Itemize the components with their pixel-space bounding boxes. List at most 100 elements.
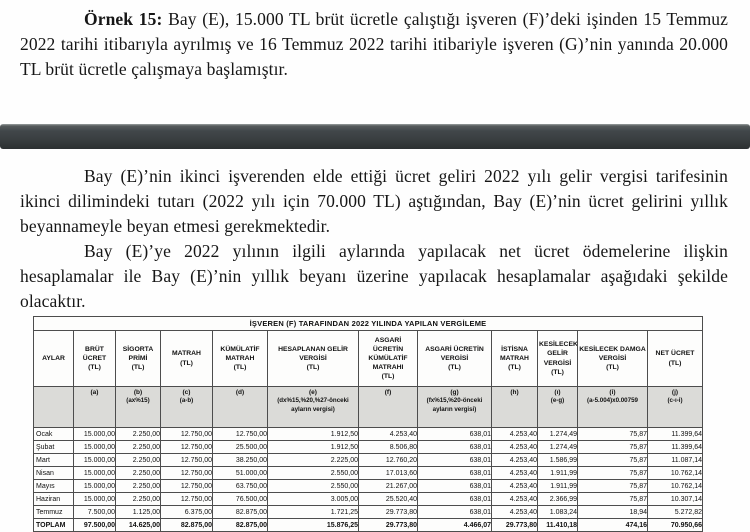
table-wrapper: İŞVEREN (F) TARAFINDAN 2022 YILINDA YAPI…	[33, 316, 703, 532]
table-row-mart: Mart 15.000,00 2.250,00 12.750,00 38.250,00 2…	[33, 453, 703, 467]
column-header-9: KESİLECEK GELİR VERGİSİ (TL)	[537, 330, 578, 387]
value-cell: 1.721,25	[267, 505, 359, 519]
value-cell: 15.000,00	[73, 440, 116, 454]
column-header-8: İSTİSNA MATRAH (TL)	[491, 330, 538, 387]
month-cell: Şubat	[33, 440, 74, 454]
month-cell: TOPLAM	[33, 518, 74, 532]
value-cell: 4.253,40	[491, 466, 538, 480]
value-cell: 12.750,00	[160, 440, 213, 454]
section-divider-bar	[0, 124, 750, 149]
value-cell: 11.399,64	[647, 427, 703, 441]
table-row-şubat: Şubat 15.000,00 2.250,00 12.750,00 25.500,00…	[33, 440, 703, 454]
column-letter: (i)	[609, 389, 616, 396]
value-cell: 75,87	[577, 453, 648, 467]
value-cell: 2.366,99	[537, 492, 578, 506]
column-header-10: KESİLECEK DAMGA VERGİSİ (TL)	[577, 330, 648, 387]
table-title: İŞVEREN (F) TARAFINDAN 2022 YILINDA YAPI…	[33, 316, 703, 331]
value-cell: 18,94	[577, 505, 648, 519]
value-cell: 76.500,00	[212, 492, 268, 506]
column-subheader-8: (h)	[491, 386, 538, 428]
value-cell: 29.773,80	[358, 518, 418, 532]
value-cell: 25.500,00	[212, 440, 268, 454]
value-cell: 638,01	[417, 479, 492, 493]
value-cell: 2.550,00	[267, 479, 359, 493]
month-cell: Ocak	[33, 427, 74, 441]
value-cell: 3.005,00	[267, 492, 359, 506]
value-cell: 1.274,49	[537, 440, 578, 454]
column-header-6: ASGARİ ÜCRETİN KÜMÜLATİF MATRAHI (TL)	[358, 330, 418, 387]
vergileme-table: İŞVEREN (F) TARAFINDAN 2022 YILINDA YAPI…	[33, 316, 703, 532]
value-cell: 638,01	[417, 492, 492, 506]
value-cell: 21.267,00	[358, 479, 418, 493]
column-subheader-9: (ı) (e-g)	[537, 386, 578, 428]
value-cell: 15.000,00	[73, 466, 116, 480]
paragraph-ornek-15: Örnek 15: Bay (E), 15.000 TL brüt ücretl…	[20, 7, 728, 82]
value-cell: 2.225,00	[267, 453, 359, 467]
column-subheader-11: (j) (c-ı-i)	[647, 386, 703, 428]
column-formula: (ax%15)	[126, 397, 150, 404]
column-letter: (j)	[671, 389, 679, 396]
value-cell: 4.253,40	[491, 440, 538, 454]
value-cell: 638,01	[417, 427, 492, 441]
value-cell: 10.762,14	[647, 466, 703, 480]
column-letter: (h)	[510, 389, 519, 396]
month-cell: Haziran	[33, 492, 74, 506]
value-cell: 17.013,60	[358, 466, 418, 480]
value-cell: 15.876,25	[267, 518, 359, 532]
column-subheader-10: (i) (a-5.004)x0.00759	[577, 386, 648, 428]
value-cell: 11.399,64	[647, 440, 703, 454]
table-row-nisan: Nisan 15.000,00 2.250,00 12.750,00 51.000,00…	[33, 466, 703, 480]
value-cell: 10.307,14	[647, 492, 703, 506]
value-cell: 2.250,00	[115, 466, 161, 480]
value-cell: 75,87	[577, 427, 648, 441]
month-cell: Mart	[33, 453, 74, 467]
column-letter: (d)	[235, 389, 245, 396]
value-cell: 4.253,40	[491, 505, 538, 519]
column-formula: (fx%15,%20-önceki ayların vergisi)	[426, 397, 483, 413]
value-cell: 1.911,99	[537, 479, 578, 493]
column-letter: (f)	[384, 389, 392, 396]
value-cell: 75,87	[577, 466, 648, 480]
paragraph-hesaplamalar: Bay (E)’ye 2022 yılının ilgili aylarında…	[20, 241, 728, 311]
column-header-7: ASGARİ ÜCRETİN VERGİSİ (TL)	[417, 330, 492, 387]
paragraph-beyan: Bay (E)’nin ikinci işverenden elde ettiğ…	[20, 166, 728, 236]
value-cell: 12.750,00	[160, 453, 213, 467]
value-cell: 75,87	[577, 492, 648, 506]
table-row-temmuz: Temmuz 7.500,00 1.125,00 6.375,00 82.875,00 1…	[33, 505, 703, 519]
column-subheader-4: (d)	[212, 386, 268, 428]
value-cell: 1.912,50	[267, 440, 359, 454]
value-cell: 12.750,00	[212, 427, 268, 441]
value-cell: 4.253,40	[358, 427, 418, 441]
value-cell: 2.250,00	[115, 427, 161, 441]
column-header-5: HESAPLANAN GELİR VERGİSİ (TL)	[267, 330, 359, 387]
value-cell: 63.750,00	[212, 479, 268, 493]
column-formula: (c-ı-i)	[667, 397, 683, 404]
value-cell: 5.272,82	[647, 505, 703, 519]
column-subheader-7: (g) (fx%15,%20-önceki ayların vergisi)	[417, 386, 492, 428]
value-cell: 29.773,80	[491, 518, 538, 532]
column-formula: (e-g)	[550, 397, 565, 404]
value-cell: 1.125,00	[115, 505, 161, 519]
column-letter: (a)	[90, 389, 99, 396]
column-header-11: NET ÜCRET (TL)	[647, 330, 703, 387]
column-header-4: KÜMÜLATİF MATRAH (TL)	[212, 330, 268, 387]
value-cell: 4.253,40	[491, 427, 538, 441]
value-cell: 8.506,80	[358, 440, 418, 454]
value-cell: 2.250,00	[115, 479, 161, 493]
value-cell: 97.500,00	[73, 518, 116, 532]
column-subheader-5: (e) (dx%15,%20,%27-önceki ayların vergisi…	[267, 386, 359, 428]
column-header-3: MATRAH (TL)	[160, 330, 213, 387]
month-cell: Temmuz	[33, 505, 74, 519]
value-cell: 15.000,00	[73, 479, 116, 493]
value-cell: 1.911,99	[537, 466, 578, 480]
column-letter: (c)	[182, 389, 191, 396]
column-formula: (dx%15,%20,%27-önceki ayların vergisi)	[277, 397, 349, 413]
month-cell: Mayıs	[33, 479, 74, 493]
value-cell: 1.274,49	[537, 427, 578, 441]
value-cell: 25.520,40	[358, 492, 418, 506]
column-subheader-0	[33, 386, 74, 428]
value-cell: 38.250,00	[212, 453, 268, 467]
ornek-15-text: Bay (E), 15.000 TL brüt ücretle çalıştığ…	[20, 9, 728, 79]
value-cell: 4.253,40	[491, 453, 538, 467]
column-letter: (g)	[450, 389, 459, 396]
